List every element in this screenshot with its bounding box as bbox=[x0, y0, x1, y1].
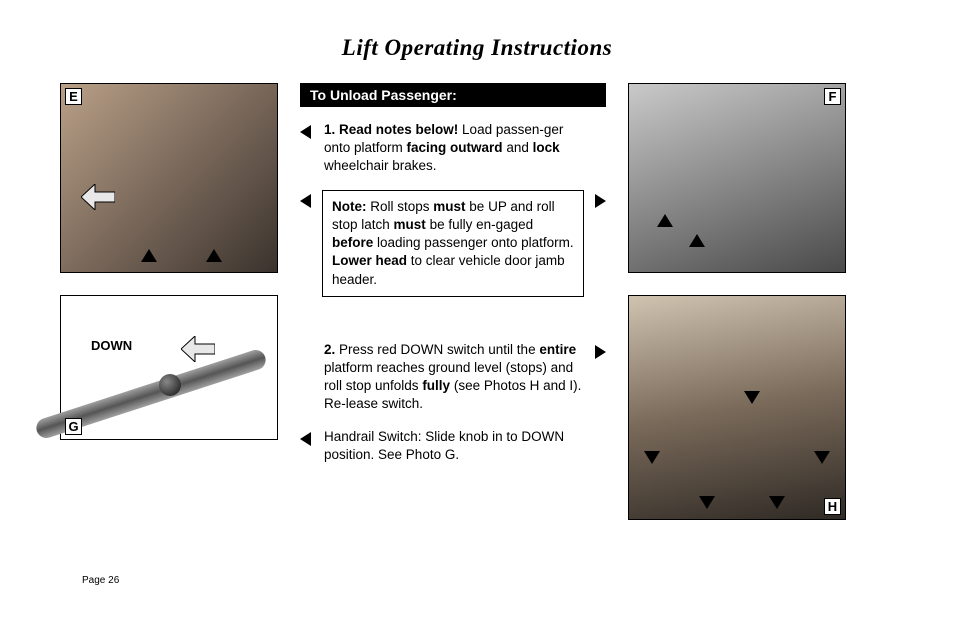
triangle-right-icon bbox=[588, 190, 606, 208]
left-column: E DOWN G bbox=[60, 83, 278, 520]
step-1-row: 1. Read notes below! Load passen-ger ont… bbox=[300, 121, 606, 176]
photo-f: F bbox=[628, 83, 846, 273]
photo-letter-f: F bbox=[824, 88, 841, 105]
note-row: Note: Roll stops must be UP and roll sto… bbox=[300, 190, 606, 297]
page-number: Page 26 bbox=[82, 575, 119, 586]
page-title: Lift Operating Instructions bbox=[60, 35, 894, 61]
spacer bbox=[588, 121, 606, 125]
section-header: To Unload Passenger: bbox=[300, 83, 606, 107]
photo-g: DOWN G bbox=[60, 295, 278, 440]
photo-letter-e: E bbox=[65, 88, 82, 105]
up-arrow-icon bbox=[657, 214, 673, 227]
handrail-text: Handrail Switch: Slide knob in to DOWN p… bbox=[318, 428, 588, 464]
photo-letter-g: G bbox=[65, 418, 82, 435]
content-columns: E DOWN G bbox=[60, 83, 894, 520]
photo-e: E bbox=[60, 83, 278, 273]
triangle-left-icon bbox=[300, 121, 318, 139]
down-arrow-icon bbox=[744, 391, 760, 404]
down-arrow-icon bbox=[814, 451, 830, 464]
right-column: F H bbox=[628, 83, 846, 520]
down-label: DOWN bbox=[91, 338, 132, 353]
triangle-left-icon bbox=[300, 428, 318, 446]
photo-h: H bbox=[628, 295, 846, 520]
step-2-text: 2. Press red DOWN switch until the entir… bbox=[318, 341, 588, 414]
down-arrow-icon bbox=[769, 496, 785, 509]
step-2-row: 2. Press red DOWN switch until the entir… bbox=[300, 341, 606, 414]
up-arrow-icon bbox=[141, 249, 157, 262]
left-arrow-icon bbox=[181, 336, 215, 362]
down-arrow-icon bbox=[644, 451, 660, 464]
up-arrow-icon bbox=[689, 234, 705, 247]
spacer bbox=[588, 428, 606, 432]
handrail-row: Handrail Switch: Slide knob in to DOWN p… bbox=[300, 428, 606, 464]
down-arrow-icon bbox=[699, 496, 715, 509]
triangle-left-icon bbox=[300, 190, 318, 208]
up-arrow-icon bbox=[206, 249, 222, 262]
note-box: Note: Roll stops must be UP and roll sto… bbox=[322, 190, 584, 297]
photo-letter-h: H bbox=[824, 498, 841, 515]
triangle-right-icon bbox=[588, 341, 606, 359]
step-1-text: 1. Read notes below! Load passen-ger ont… bbox=[318, 121, 588, 176]
middle-column: To Unload Passenger: 1. Read notes below… bbox=[300, 83, 606, 520]
spacer bbox=[300, 341, 318, 345]
left-arrow-icon bbox=[81, 184, 115, 210]
